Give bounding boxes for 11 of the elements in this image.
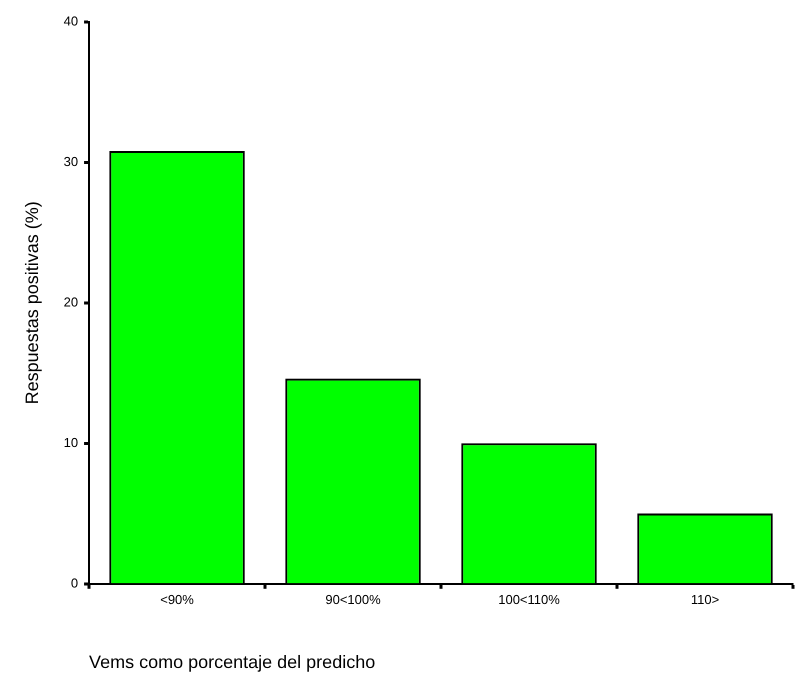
y-axis-title: Respuestas positivas (%): [22, 201, 42, 404]
x-axis-title: Vems como porcentaje del predicho: [89, 652, 376, 672]
y-tick-label: 10: [64, 434, 78, 450]
x-tick-label: 90<100%: [325, 592, 382, 608]
y-tick-label: 30: [64, 154, 78, 169]
x-tick-label: 100<110%: [498, 592, 560, 608]
y-tick-label: 40: [64, 13, 78, 28]
x-tick-label: <90%: [160, 592, 194, 608]
y-tick-label: 20: [64, 294, 78, 310]
y-tick-label: 0: [70, 575, 78, 590]
x-tick-label: 110>: [690, 592, 720, 608]
